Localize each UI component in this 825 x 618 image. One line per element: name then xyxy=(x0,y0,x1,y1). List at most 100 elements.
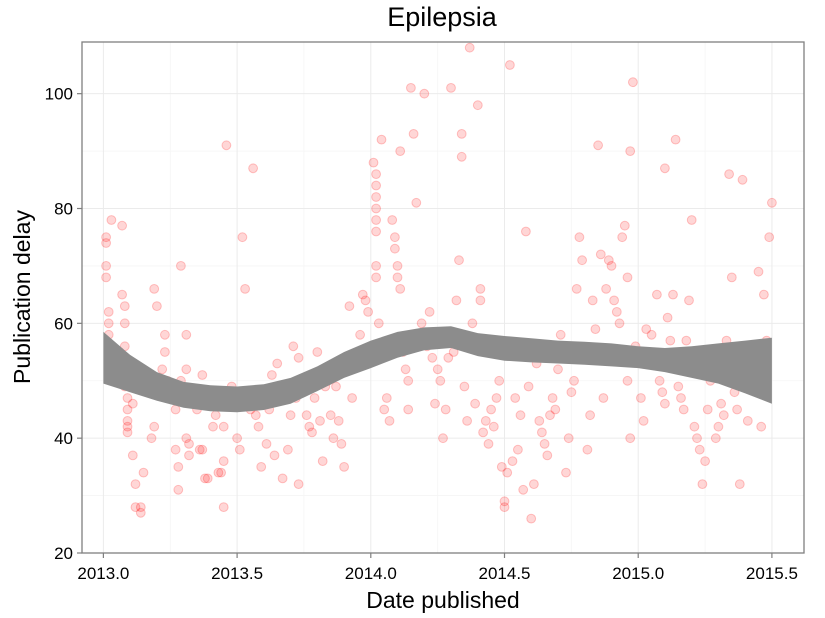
data-point xyxy=(692,433,702,444)
data-point xyxy=(598,393,609,403)
data-point xyxy=(569,375,579,386)
y-tick-label: 20 xyxy=(54,544,73,563)
data-point xyxy=(218,456,229,467)
data-point xyxy=(232,433,243,444)
data-point xyxy=(678,404,689,415)
data-point xyxy=(234,444,245,455)
data-point xyxy=(526,513,537,524)
data-point xyxy=(194,444,205,455)
data-point xyxy=(456,129,467,139)
data-point xyxy=(619,220,630,231)
data-point xyxy=(390,232,400,243)
data-point xyxy=(574,232,585,243)
data-point xyxy=(395,284,406,294)
data-point xyxy=(513,444,523,455)
data-point xyxy=(491,393,502,403)
data-point xyxy=(403,404,414,415)
data-point xyxy=(371,192,382,202)
data-point xyxy=(545,410,555,421)
data-point xyxy=(670,134,681,145)
data-point xyxy=(218,421,229,432)
data-point xyxy=(357,289,368,300)
data-point xyxy=(371,169,382,180)
data-point xyxy=(507,456,518,467)
data-point xyxy=(499,502,510,513)
data-point xyxy=(406,83,416,93)
data-point xyxy=(149,421,160,432)
data-point xyxy=(317,456,328,467)
data-point xyxy=(646,329,657,340)
data-point xyxy=(250,410,261,421)
data-point xyxy=(400,364,411,375)
data-point xyxy=(753,266,764,277)
data-point xyxy=(309,393,320,403)
data-point xyxy=(686,215,697,225)
x-axis: 2013.0 2013.5 2014.0 2014.5 2015.0 2015.5 xyxy=(77,553,798,583)
data-point xyxy=(446,83,456,93)
data-point xyxy=(344,301,355,312)
data-point xyxy=(101,261,111,271)
data-point xyxy=(641,324,652,335)
data-point xyxy=(103,318,114,329)
data-point xyxy=(539,439,550,449)
x-tick-label: 2014.0 xyxy=(345,564,397,583)
data-point xyxy=(130,502,141,513)
data-point xyxy=(237,232,248,243)
data-point xyxy=(759,289,769,300)
smooth-confidence-band xyxy=(103,326,772,413)
data-point xyxy=(537,427,547,438)
x-tick-label: 2013.0 xyxy=(77,564,129,583)
data-point xyxy=(373,318,384,329)
data-point xyxy=(293,479,304,490)
data-point xyxy=(427,352,438,363)
data-point xyxy=(184,439,194,449)
data-point xyxy=(328,433,339,444)
data-point xyxy=(135,507,146,518)
data-point xyxy=(625,146,636,157)
data-point xyxy=(221,140,232,151)
data-point xyxy=(676,393,686,403)
data-point xyxy=(157,364,168,375)
data-point xyxy=(307,427,317,438)
data-point xyxy=(146,433,157,444)
data-point xyxy=(376,134,387,145)
data-point xyxy=(312,347,323,357)
data-point xyxy=(438,433,448,444)
data-point xyxy=(371,261,382,271)
data-point xyxy=(392,261,403,271)
data-point xyxy=(283,444,293,455)
data-point xyxy=(681,335,692,346)
data-point xyxy=(764,232,775,243)
data-point xyxy=(387,215,398,225)
data-point xyxy=(122,404,133,415)
data-point xyxy=(355,329,366,340)
data-point xyxy=(587,295,598,306)
data-point xyxy=(496,462,507,472)
data-point xyxy=(256,462,267,472)
data-point xyxy=(181,433,192,444)
data-point xyxy=(684,295,694,306)
data-point xyxy=(184,450,194,461)
data-point xyxy=(101,272,111,283)
data-point xyxy=(767,197,777,208)
x-axis-title: Date published xyxy=(366,587,519,613)
data-point xyxy=(734,479,745,490)
data-point xyxy=(577,255,587,266)
data-point xyxy=(176,261,186,271)
data-point xyxy=(117,289,127,300)
x-tick-label: 2014.5 xyxy=(479,564,531,583)
data-point xyxy=(304,421,315,432)
data-point xyxy=(301,410,312,421)
data-point xyxy=(475,295,486,306)
y-tick-label: 60 xyxy=(54,314,73,333)
data-point xyxy=(665,335,676,346)
data-point xyxy=(106,215,117,225)
data-point xyxy=(160,329,170,340)
data-point xyxy=(571,284,582,294)
data-point xyxy=(216,467,227,478)
data-point xyxy=(710,433,721,444)
data-point xyxy=(470,398,481,409)
data-point xyxy=(130,479,141,490)
data-point xyxy=(462,416,473,426)
data-point xyxy=(726,272,737,283)
